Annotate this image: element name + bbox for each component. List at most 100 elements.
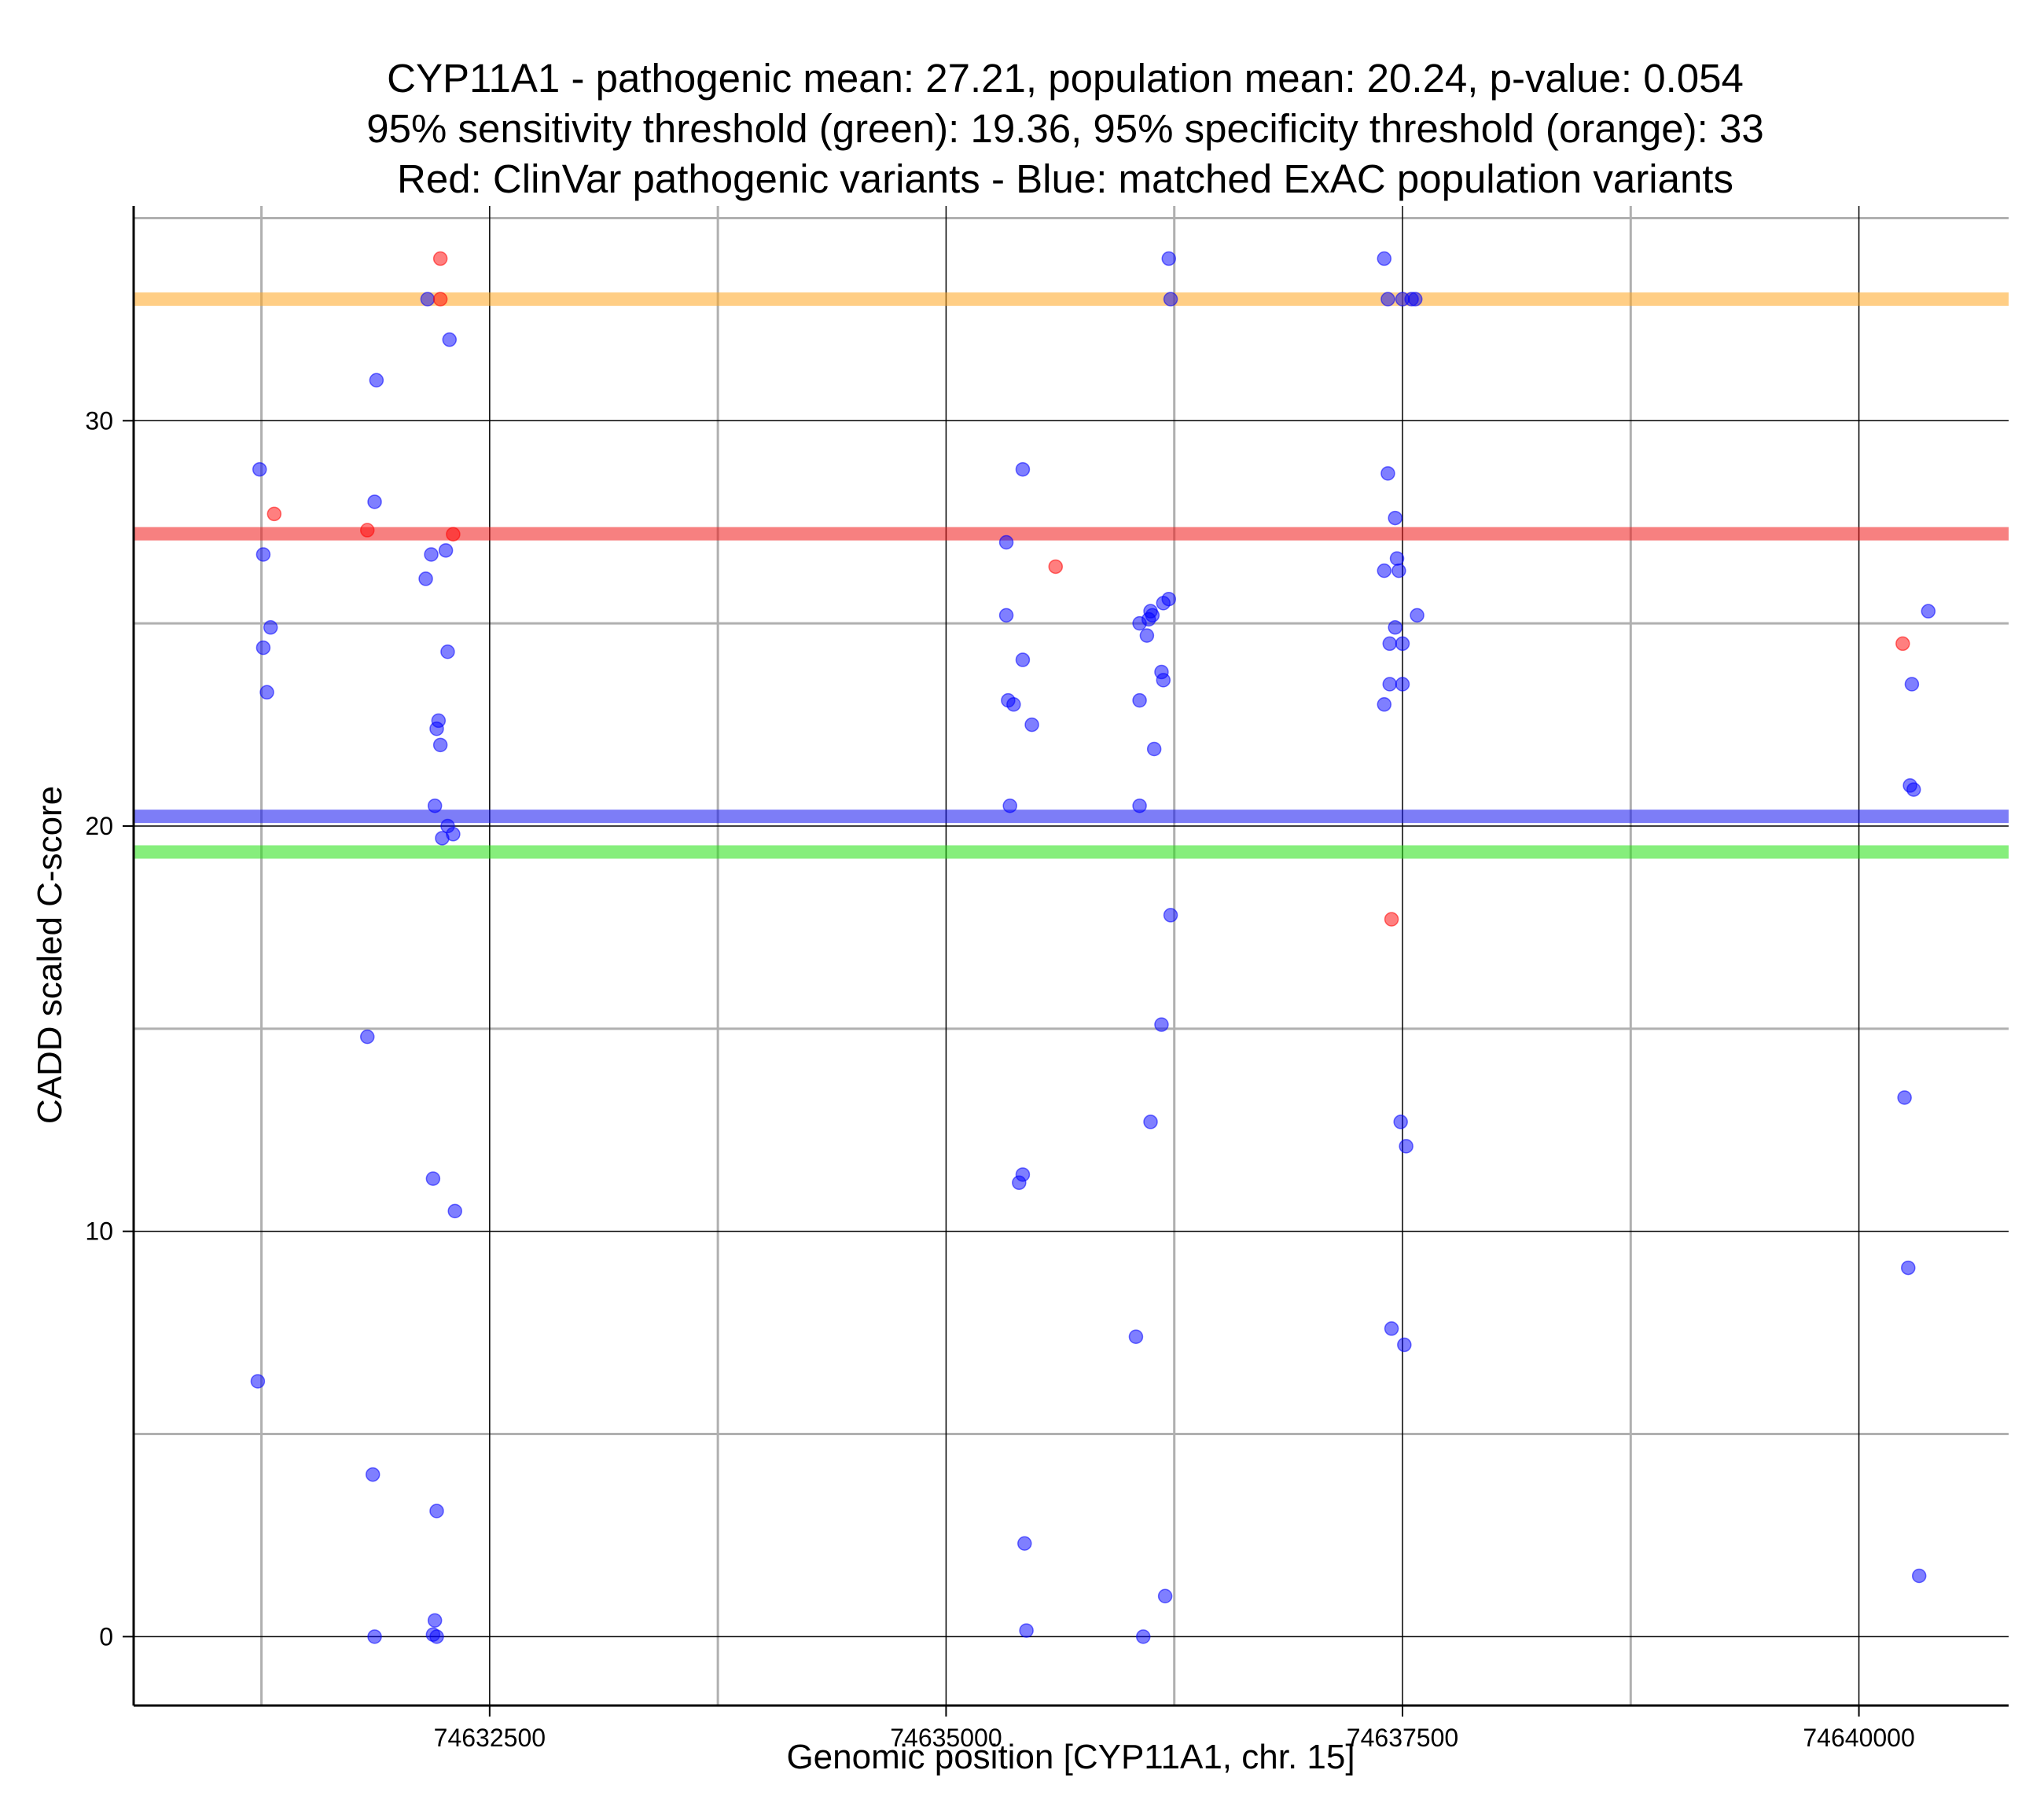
population-point-31 <box>1015 461 1031 477</box>
population-point-36 <box>1024 717 1039 733</box>
threshold-lines <box>134 292 2009 859</box>
population-point-78 <box>1384 1321 1399 1336</box>
y-tick-label-0: 0 <box>99 1622 113 1651</box>
population-point-0 <box>252 461 267 477</box>
population-point-20 <box>427 798 443 813</box>
population-point-2 <box>256 640 271 655</box>
population-point-1 <box>256 547 271 562</box>
chart-title-line-1: CYP11A1 - pathogenic mean: 27.21, popula… <box>387 56 1744 101</box>
chart-title-line-3: Red: ClinVar pathogenic variants - Blue:… <box>397 156 1733 201</box>
chart-title-line-2: 95% sensitivity threshold (green): 19.36… <box>366 106 1763 151</box>
population-point-25 <box>447 1203 462 1219</box>
population-point-86 <box>1906 782 1921 797</box>
population-point-13 <box>420 292 436 307</box>
population-point-64 <box>1380 466 1395 481</box>
population-point-77 <box>1399 1139 1414 1154</box>
population-point-11 <box>418 571 433 586</box>
population-point-5 <box>250 1374 266 1389</box>
x-tick-label-0: 74632500 <box>434 1724 546 1752</box>
population-point-63 <box>1380 292 1395 307</box>
population-point-18 <box>429 721 444 736</box>
population-point-32 <box>998 608 1014 623</box>
pathogenic-point-5 <box>1048 559 1064 575</box>
population-point-66 <box>1389 551 1405 566</box>
population-point-83 <box>1897 1090 1912 1105</box>
population-point-23 <box>446 827 461 842</box>
population-point-10 <box>367 1629 382 1644</box>
y-tick-label-1: 10 <box>85 1217 113 1246</box>
population-point-65 <box>1388 510 1402 526</box>
population-point-26 <box>429 1504 444 1518</box>
pathogenic-point-0 <box>267 506 282 522</box>
population-point-14 <box>438 543 454 558</box>
population-point-35 <box>1006 697 1021 712</box>
population-point-3 <box>259 685 274 700</box>
y-axis-ticks: 0 10 20 30 <box>85 406 134 1651</box>
data-points <box>250 251 1936 1644</box>
population-point-67 <box>1377 563 1392 578</box>
population-point-6 <box>369 373 384 387</box>
population-point-74 <box>1395 677 1410 692</box>
population-point-4 <box>263 620 278 635</box>
population-point-48 <box>1139 628 1155 643</box>
population-point-30 <box>998 534 1014 550</box>
population-point-73 <box>1382 677 1397 692</box>
population-point-12 <box>424 547 439 562</box>
population-point-59 <box>1135 1629 1151 1644</box>
population-point-15 <box>442 332 458 347</box>
population-point-61 <box>1163 292 1178 307</box>
population-point-55 <box>1154 1017 1169 1032</box>
x-tick-label-2: 74637500 <box>1347 1724 1458 1752</box>
population-point-84 <box>1904 677 1920 692</box>
population-point-71 <box>1382 636 1397 652</box>
grid-lines <box>134 206 2009 1706</box>
pathogenic-point-2 <box>432 292 448 307</box>
population-point-9 <box>365 1467 380 1482</box>
population-point-75 <box>1377 697 1392 712</box>
y-tick-label-3: 30 <box>85 406 113 435</box>
population-point-57 <box>1128 1329 1144 1344</box>
population-point-76 <box>1393 1114 1408 1129</box>
population-point-60 <box>1161 251 1176 266</box>
axes <box>132 206 2009 1707</box>
x-tick-label-1: 74635000 <box>890 1724 1002 1752</box>
population-point-16 <box>440 644 455 659</box>
population-point-52 <box>1146 741 1162 757</box>
population-point-70 <box>1388 620 1402 635</box>
population-point-89 <box>1911 1568 1927 1584</box>
population-point-45 <box>1145 608 1160 623</box>
population-point-54 <box>1163 908 1178 923</box>
population-point-88 <box>1901 1260 1916 1276</box>
population-point-40 <box>1017 1536 1032 1551</box>
pathogenic-point-3 <box>432 251 448 266</box>
population-point-24 <box>425 1171 441 1186</box>
population-point-47 <box>1161 591 1176 607</box>
population-point-79 <box>1397 1337 1412 1353</box>
x-tick-label-3: 74640000 <box>1803 1724 1914 1752</box>
population-point-27 <box>427 1613 443 1628</box>
population-point-72 <box>1395 636 1410 652</box>
population-point-50 <box>1156 673 1171 688</box>
population-point-82 <box>1408 292 1423 307</box>
y-axis-title: CADD scaled C-score <box>31 786 69 1124</box>
chart-title: CYP11A1 - pathogenic mean: 27.21, popula… <box>366 56 1763 201</box>
population-point-19 <box>432 737 448 753</box>
population-point-56 <box>1143 1114 1158 1129</box>
population-point-37 <box>1002 798 1017 813</box>
population-point-33 <box>1015 652 1031 667</box>
y-tick-label-2: 20 <box>85 812 113 840</box>
population-point-87 <box>1921 604 1936 619</box>
population-point-8 <box>360 1029 375 1045</box>
pathogenic-point-6 <box>1384 912 1399 927</box>
population-point-39 <box>1012 1175 1027 1191</box>
population-point-29 <box>429 1629 444 1644</box>
x-axis-ticks: 74632500 74635000 74637500 74640000 <box>434 1706 1915 1752</box>
population-point-58 <box>1157 1588 1173 1604</box>
population-point-51 <box>1132 692 1147 708</box>
population-point-62 <box>1377 251 1392 266</box>
population-point-69 <box>1410 608 1425 623</box>
pathogenic-point-4 <box>446 527 461 542</box>
pathogenic-point-1 <box>360 523 375 538</box>
population-point-7 <box>367 494 382 509</box>
